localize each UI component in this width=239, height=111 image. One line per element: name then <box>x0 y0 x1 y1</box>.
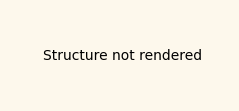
Text: Structure not rendered: Structure not rendered <box>43 49 202 63</box>
